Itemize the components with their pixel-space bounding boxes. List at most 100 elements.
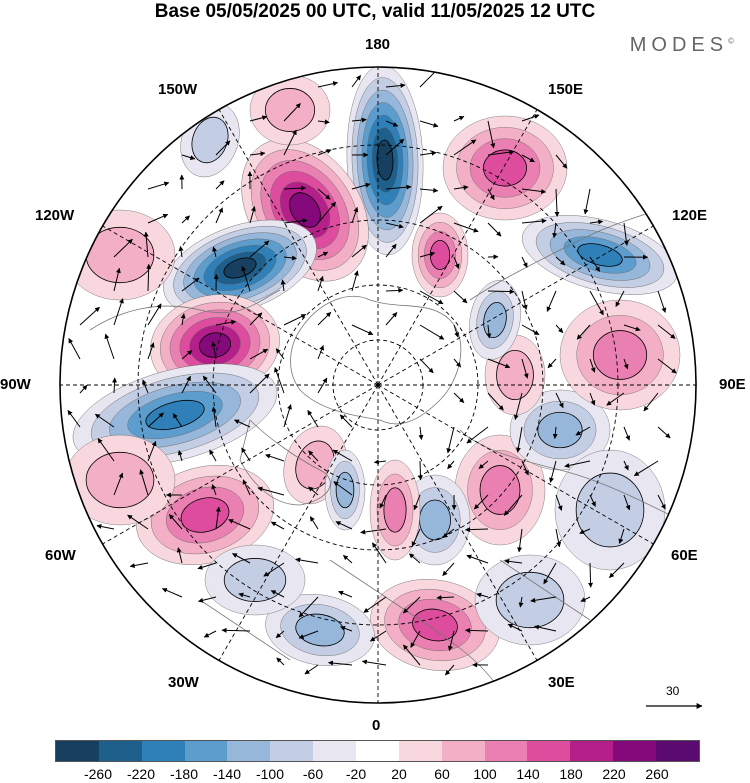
wind-vector-arrow — [351, 324, 374, 336]
wind-vector-arrow — [521, 290, 528, 310]
wind-vector-arrow — [113, 267, 121, 292]
wind-vector-arrow — [332, 449, 353, 462]
wind-vector-arrow — [181, 215, 190, 224]
wind-vector-arrow — [410, 630, 421, 648]
negative-anomaly-contour — [495, 571, 565, 629]
negative-anomaly-contour — [483, 301, 507, 339]
wind-vector-arrow — [181, 350, 193, 360]
wind-vector-arrow — [215, 506, 221, 530]
wind-vector-arrow — [521, 218, 547, 224]
wind-vector-arrow — [147, 440, 157, 462]
wind-vector-arrow — [419, 150, 437, 156]
wind-vector-arrow — [379, 494, 387, 509]
wind-vector-arrow — [242, 479, 251, 496]
wind-vector-arrow — [657, 290, 667, 313]
meridian-line — [218, 109, 379, 386]
wind-vector-arrow — [419, 324, 445, 340]
colorbar-swatch — [227, 741, 271, 761]
lon-label-30w: 30W — [168, 674, 199, 691]
wind-vector-arrow — [308, 450, 319, 462]
map-title: Base 05/05/2025 00 UTC, valid 11/05/2025… — [154, 1, 596, 22]
wind-vector-arrow — [517, 528, 523, 553]
wind-vector-arrow — [146, 263, 152, 292]
wind-vector-arrow — [317, 251, 329, 258]
wind-vector-arrow — [589, 358, 596, 373]
lon-label-90e: 90E — [719, 376, 746, 393]
wind-vector-arrow — [129, 562, 149, 569]
brand-logo: MODES© — [629, 34, 734, 56]
colorbar-swatch — [313, 741, 357, 761]
wind-vector-arrow — [606, 392, 625, 406]
wind-vector-arrow — [555, 256, 566, 266]
graticule — [60, 67, 696, 703]
wind-vector-arrow — [555, 528, 562, 548]
wind-vector-arrow — [309, 516, 319, 530]
wind-vector-arrow — [589, 290, 604, 316]
wind-vector-arrow — [486, 324, 492, 339]
wind-vector-arrow — [308, 486, 319, 496]
colorbar-tick-label: 100 — [473, 766, 497, 782]
wind-vector-arrow — [623, 358, 629, 370]
lon-label-180: 180 — [365, 36, 391, 53]
lon-label-120w: 120W — [35, 207, 75, 224]
wind-vector-arrow — [351, 117, 367, 123]
wind-vector-arrow — [385, 138, 405, 156]
wind-vector-arrow — [265, 453, 285, 462]
wind-vector-arrow — [211, 341, 217, 360]
wind-vector-arrow — [317, 311, 332, 326]
wind-vector-arrow — [419, 120, 439, 128]
wind-vector-arrow — [283, 404, 292, 428]
latitude-circle — [137, 144, 619, 626]
negative-anomaly-contour — [537, 411, 583, 449]
colorbar-swatch — [570, 741, 614, 761]
wind-vector-arrow — [549, 460, 557, 483]
latitude-circle — [277, 284, 479, 486]
wind-vector-arrow — [181, 154, 196, 160]
wind-vector-arrow — [215, 207, 223, 224]
colorbar — [55, 740, 700, 762]
wind-vector-arrow — [275, 348, 285, 360]
wind-vector-arrow — [249, 240, 270, 258]
negative-anomaly-contour — [223, 558, 287, 602]
wind-vector-arrow — [181, 375, 191, 394]
wind-vector-arrow — [521, 358, 529, 379]
wind-vector-arrow — [589, 494, 596, 507]
wind-vector-arrow — [147, 303, 162, 326]
wind-vector-arrow — [317, 345, 324, 360]
meridian-line — [102, 384, 379, 545]
wind-vector-arrow — [530, 596, 557, 603]
wind-vector-arrow — [465, 627, 489, 633]
wind-vector-arrow — [504, 558, 523, 564]
positive-anomaly-contour — [592, 330, 648, 380]
wind-vector-arrow — [257, 486, 285, 496]
wind-vector-arrow — [232, 553, 251, 564]
wind-vector-arrow — [79, 306, 100, 326]
wind-vector-arrow — [447, 460, 455, 470]
colorbar-swatch — [398, 741, 442, 761]
wind-vector-arrow — [276, 657, 285, 666]
positive-anomaly-contour — [412, 608, 458, 642]
wind-vector-arrow — [555, 494, 563, 511]
wind-vector-arrow — [228, 519, 251, 530]
wind-vector-arrow — [518, 596, 524, 608]
wind-vector-arrow — [198, 596, 217, 603]
reference-vector-label: 30 — [666, 684, 680, 698]
wind-vector-arrow — [521, 460, 529, 476]
wind-vector-arrow — [385, 120, 399, 127]
wind-vector-arrow — [546, 290, 557, 312]
wind-vector-arrow — [335, 521, 353, 530]
colorbar-swatch — [656, 741, 699, 761]
colorbar-tick-label: 60 — [434, 766, 450, 782]
wind-vector-arrow — [317, 149, 332, 156]
lon-label-0: 0 — [372, 717, 381, 734]
wind-vector-arrow — [555, 324, 564, 334]
negative-anomaly-contour — [376, 139, 394, 181]
wind-vector-arrow — [317, 81, 339, 88]
wind-vector-arrow — [445, 664, 455, 676]
wind-vector-arrow — [215, 180, 225, 190]
colorbar-swatch — [527, 741, 571, 761]
wind-vector-arrow — [298, 596, 319, 618]
colorbar-tick-label: -220 — [126, 766, 156, 782]
wind-vector-arrow — [385, 83, 406, 89]
coastlines — [89, 199, 691, 691]
